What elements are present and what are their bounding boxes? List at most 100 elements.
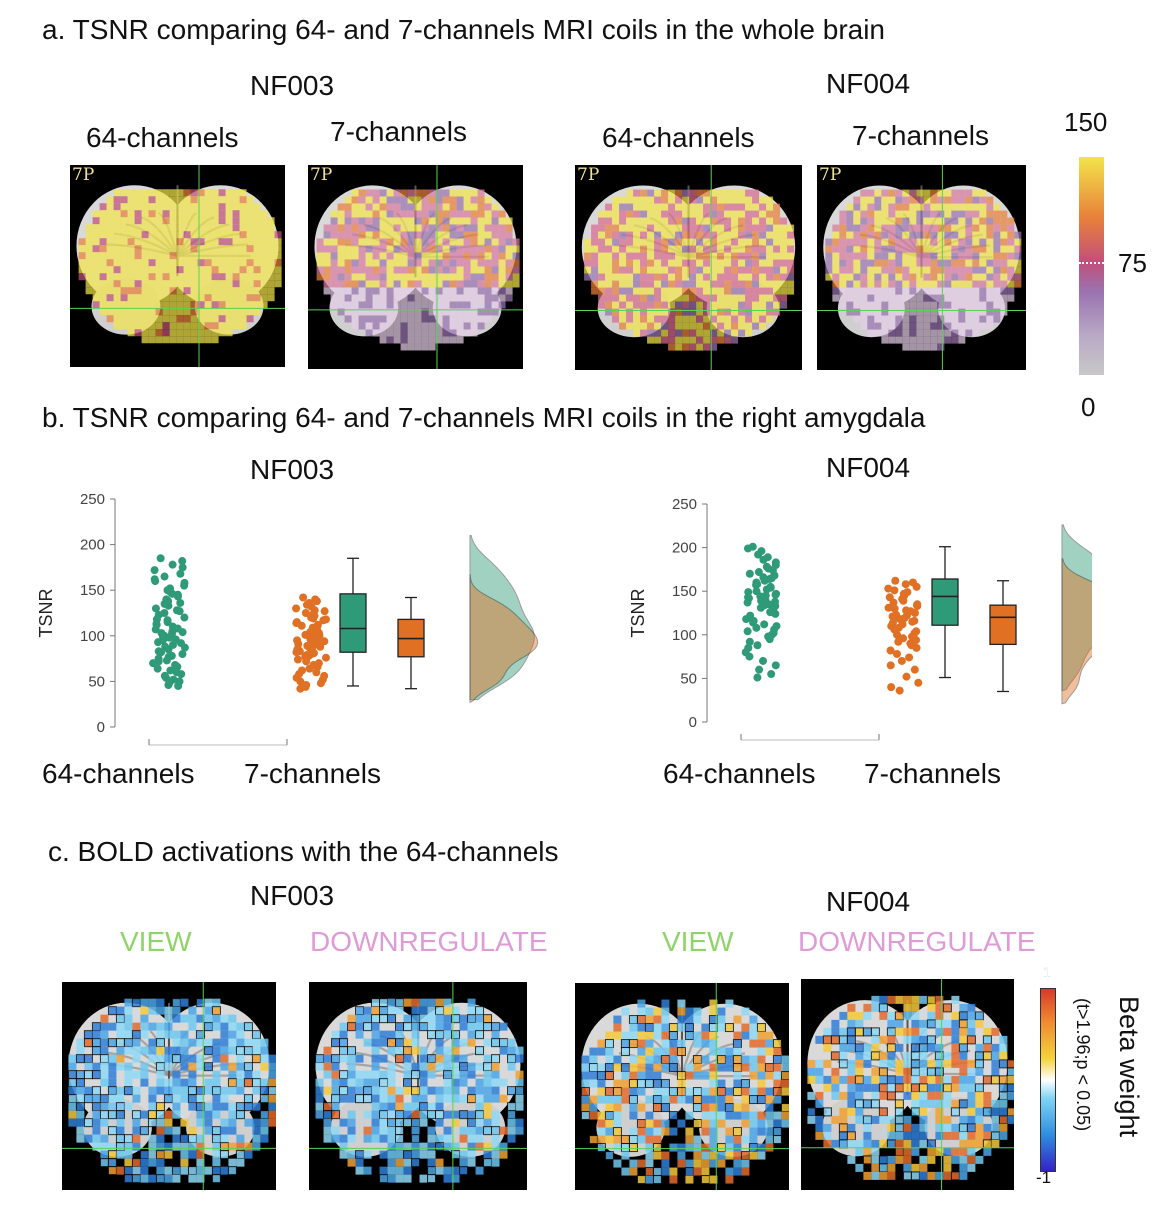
y-tick-label: 250 <box>672 496 697 513</box>
panel-b-subject-nf003: NF003 <box>250 454 335 485</box>
data-point <box>901 580 910 589</box>
panel-c-subject-nf004: NF004 <box>826 886 911 917</box>
data-point <box>151 625 160 634</box>
data-point <box>745 637 754 646</box>
y-tick-label: 100 <box>672 627 697 644</box>
beta-colorbar-title: Beta weight <box>1114 996 1144 1138</box>
data-point <box>765 635 774 644</box>
condition-label-view: VIEW <box>662 926 734 957</box>
bold-brain-nf003-downregulate <box>309 982 527 1190</box>
data-point <box>312 668 321 677</box>
data-point <box>151 577 160 586</box>
data-point <box>177 670 186 679</box>
data-point <box>164 601 173 610</box>
data-point <box>742 615 751 624</box>
data-point <box>149 659 158 668</box>
slice-tag: 7P <box>577 165 600 185</box>
y-tick-label: 250 <box>80 491 105 508</box>
data-point <box>902 672 911 681</box>
data-point <box>752 581 761 590</box>
tsnr-colorbar-mid-marker <box>1079 262 1104 264</box>
brain-image-nf004-7ch: 7P <box>817 165 1026 370</box>
data-point <box>893 630 902 639</box>
y-tick-label: 100 <box>80 628 105 645</box>
slice-tag: 7P <box>310 165 333 185</box>
data-point <box>312 597 321 606</box>
data-point <box>156 554 165 563</box>
box <box>989 604 1017 646</box>
data-point <box>299 593 308 602</box>
data-point <box>297 621 306 630</box>
density-curve <box>1061 524 1092 692</box>
data-point <box>165 633 174 642</box>
beta-colorbar-subtitle: (t>1.96;p < 0.05) <box>1073 998 1093 1132</box>
data-point <box>753 673 762 682</box>
y-tick-label: 150 <box>672 583 697 600</box>
panel-a-coil-label: 64-channels <box>602 122 755 153</box>
data-point <box>316 642 325 651</box>
data-point <box>767 670 776 679</box>
data-point <box>891 576 900 585</box>
data-point <box>884 603 893 612</box>
data-point <box>162 656 171 665</box>
data-point <box>758 656 767 665</box>
slice-tag: 7P <box>72 165 95 185</box>
y-tick-label: 200 <box>672 540 697 557</box>
density-curve <box>1061 558 1092 705</box>
panel-b-coil-label: 64-channels <box>663 758 816 789</box>
data-point <box>166 666 175 675</box>
data-point <box>320 637 329 646</box>
y-tick-label: 0 <box>97 719 105 736</box>
box <box>931 578 959 626</box>
panel-b-subject-nf004: NF004 <box>826 452 911 483</box>
data-point <box>743 627 752 636</box>
data-point <box>890 604 899 613</box>
tsnr-colorbar-max: 150 <box>1064 107 1108 137</box>
y-tick-label: 50 <box>88 673 105 690</box>
data-point <box>176 598 185 607</box>
brain-image-nf003-64ch: 7P <box>70 165 285 367</box>
data-point <box>178 563 187 572</box>
data-point <box>309 614 318 623</box>
data-point <box>176 569 185 578</box>
panel-a-subject-nf004: NF004 <box>826 68 911 99</box>
data-point <box>296 677 305 686</box>
data-point <box>913 602 922 611</box>
y-tick-label: 0 <box>689 714 697 731</box>
data-point <box>178 557 187 566</box>
panel-b-title: b. TSNR comparing 64- and 7-channels MRI… <box>42 402 926 433</box>
density-curve <box>469 534 535 701</box>
data-point <box>754 550 763 559</box>
data-point <box>175 607 184 616</box>
tsnr-colorbar-mid: 75 <box>1118 248 1147 278</box>
data-point <box>752 623 761 632</box>
data-point <box>180 643 189 652</box>
bold-brain-nf004-downregulate <box>801 979 1014 1190</box>
data-point <box>319 616 328 625</box>
data-point <box>759 555 768 564</box>
data-point <box>168 560 177 569</box>
data-point <box>320 607 329 616</box>
data-point <box>755 665 764 674</box>
data-point <box>743 544 752 553</box>
condition-label-view: VIEW <box>120 926 192 957</box>
beta-colorbar <box>1040 988 1056 1172</box>
data-point <box>895 686 904 695</box>
data-point <box>173 592 182 601</box>
data-point <box>910 665 919 674</box>
data-point <box>890 586 899 595</box>
data-point <box>884 584 893 593</box>
tsnr-plot-nf004: 0 50 100 150 200 250 TSNR <box>622 490 1092 750</box>
data-point <box>910 609 919 617</box>
panel-a-coil-label: 64-channels <box>86 122 239 153</box>
panel-b-coil-label: 64-channels <box>42 758 195 789</box>
data-point <box>894 637 903 646</box>
data-point <box>745 652 754 661</box>
tsnr-colorbar-min: 0 <box>1081 392 1096 422</box>
y-tick-label: 200 <box>80 537 105 554</box>
beta-colorbar-max: 1 <box>1042 965 1052 977</box>
data-point <box>889 598 898 607</box>
data-point <box>153 664 162 673</box>
data-point <box>771 609 780 618</box>
data-point <box>157 648 166 657</box>
